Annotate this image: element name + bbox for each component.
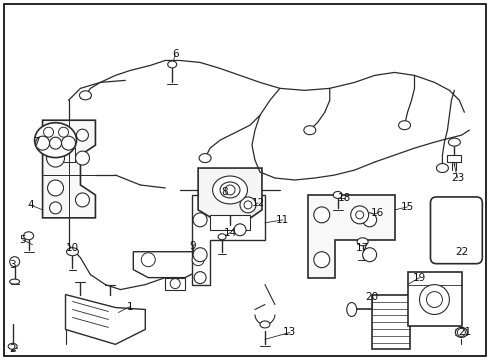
Ellipse shape bbox=[357, 238, 368, 246]
Circle shape bbox=[192, 254, 204, 266]
Circle shape bbox=[193, 248, 207, 262]
Circle shape bbox=[141, 253, 155, 267]
Text: 8: 8 bbox=[222, 187, 228, 197]
Text: 9: 9 bbox=[190, 241, 196, 251]
Bar bbox=[408, 272, 463, 327]
Text: 14: 14 bbox=[223, 228, 237, 238]
Circle shape bbox=[426, 292, 442, 307]
Text: 5: 5 bbox=[19, 235, 26, 245]
Ellipse shape bbox=[260, 321, 270, 328]
Circle shape bbox=[75, 151, 90, 165]
Circle shape bbox=[234, 224, 246, 236]
Ellipse shape bbox=[218, 234, 226, 240]
Circle shape bbox=[75, 193, 90, 207]
Ellipse shape bbox=[199, 154, 211, 163]
Text: 6: 6 bbox=[172, 49, 178, 59]
Circle shape bbox=[47, 149, 65, 167]
Polygon shape bbox=[198, 168, 262, 222]
Circle shape bbox=[49, 137, 62, 149]
Polygon shape bbox=[192, 195, 265, 285]
Circle shape bbox=[193, 213, 207, 227]
Polygon shape bbox=[447, 155, 462, 162]
Ellipse shape bbox=[220, 182, 240, 198]
Ellipse shape bbox=[448, 138, 461, 146]
Ellipse shape bbox=[398, 121, 411, 130]
Bar bbox=[210, 215, 250, 230]
Text: 19: 19 bbox=[413, 273, 426, 283]
Ellipse shape bbox=[455, 328, 467, 337]
Text: 23: 23 bbox=[451, 173, 464, 183]
Circle shape bbox=[44, 127, 53, 137]
Bar bbox=[371, 294, 410, 349]
Circle shape bbox=[314, 207, 330, 223]
Text: 10: 10 bbox=[66, 243, 79, 253]
Ellipse shape bbox=[347, 302, 357, 316]
Circle shape bbox=[240, 197, 256, 213]
Ellipse shape bbox=[333, 192, 342, 198]
Text: 20: 20 bbox=[365, 292, 378, 302]
Circle shape bbox=[49, 202, 62, 214]
Ellipse shape bbox=[168, 61, 177, 68]
FancyBboxPatch shape bbox=[431, 197, 482, 264]
Circle shape bbox=[356, 211, 364, 219]
Ellipse shape bbox=[437, 163, 448, 172]
Circle shape bbox=[76, 129, 89, 141]
Circle shape bbox=[225, 185, 235, 195]
Text: 13: 13 bbox=[283, 327, 296, 337]
Circle shape bbox=[363, 213, 377, 227]
Ellipse shape bbox=[8, 343, 17, 349]
Polygon shape bbox=[43, 120, 96, 218]
Circle shape bbox=[10, 257, 20, 267]
Circle shape bbox=[48, 127, 64, 143]
Polygon shape bbox=[133, 252, 210, 278]
Ellipse shape bbox=[304, 126, 316, 135]
Text: 3: 3 bbox=[9, 260, 16, 270]
Circle shape bbox=[58, 127, 69, 137]
Text: 2: 2 bbox=[9, 345, 16, 354]
Circle shape bbox=[170, 279, 180, 289]
Text: 7: 7 bbox=[33, 137, 40, 147]
Polygon shape bbox=[165, 278, 185, 289]
Circle shape bbox=[194, 272, 206, 284]
Text: 16: 16 bbox=[371, 208, 384, 218]
Ellipse shape bbox=[24, 232, 34, 240]
Ellipse shape bbox=[213, 176, 247, 204]
Circle shape bbox=[314, 252, 330, 268]
Ellipse shape bbox=[35, 123, 76, 158]
Circle shape bbox=[62, 136, 75, 150]
Text: 11: 11 bbox=[276, 215, 290, 225]
Circle shape bbox=[363, 248, 377, 262]
Text: 21: 21 bbox=[458, 327, 471, 337]
Text: 18: 18 bbox=[338, 193, 351, 203]
Circle shape bbox=[351, 206, 368, 224]
Ellipse shape bbox=[79, 91, 92, 100]
Circle shape bbox=[457, 328, 465, 336]
Polygon shape bbox=[308, 195, 394, 278]
Text: 15: 15 bbox=[401, 202, 414, 212]
Circle shape bbox=[36, 136, 49, 150]
Text: 4: 4 bbox=[27, 200, 34, 210]
Polygon shape bbox=[66, 294, 145, 345]
Circle shape bbox=[244, 201, 252, 209]
Text: 22: 22 bbox=[455, 247, 468, 257]
Ellipse shape bbox=[10, 279, 20, 284]
Text: 1: 1 bbox=[127, 302, 134, 311]
Text: 17: 17 bbox=[356, 243, 369, 253]
Ellipse shape bbox=[67, 248, 78, 256]
Circle shape bbox=[48, 180, 64, 196]
Text: 12: 12 bbox=[251, 198, 265, 208]
Circle shape bbox=[419, 285, 449, 315]
